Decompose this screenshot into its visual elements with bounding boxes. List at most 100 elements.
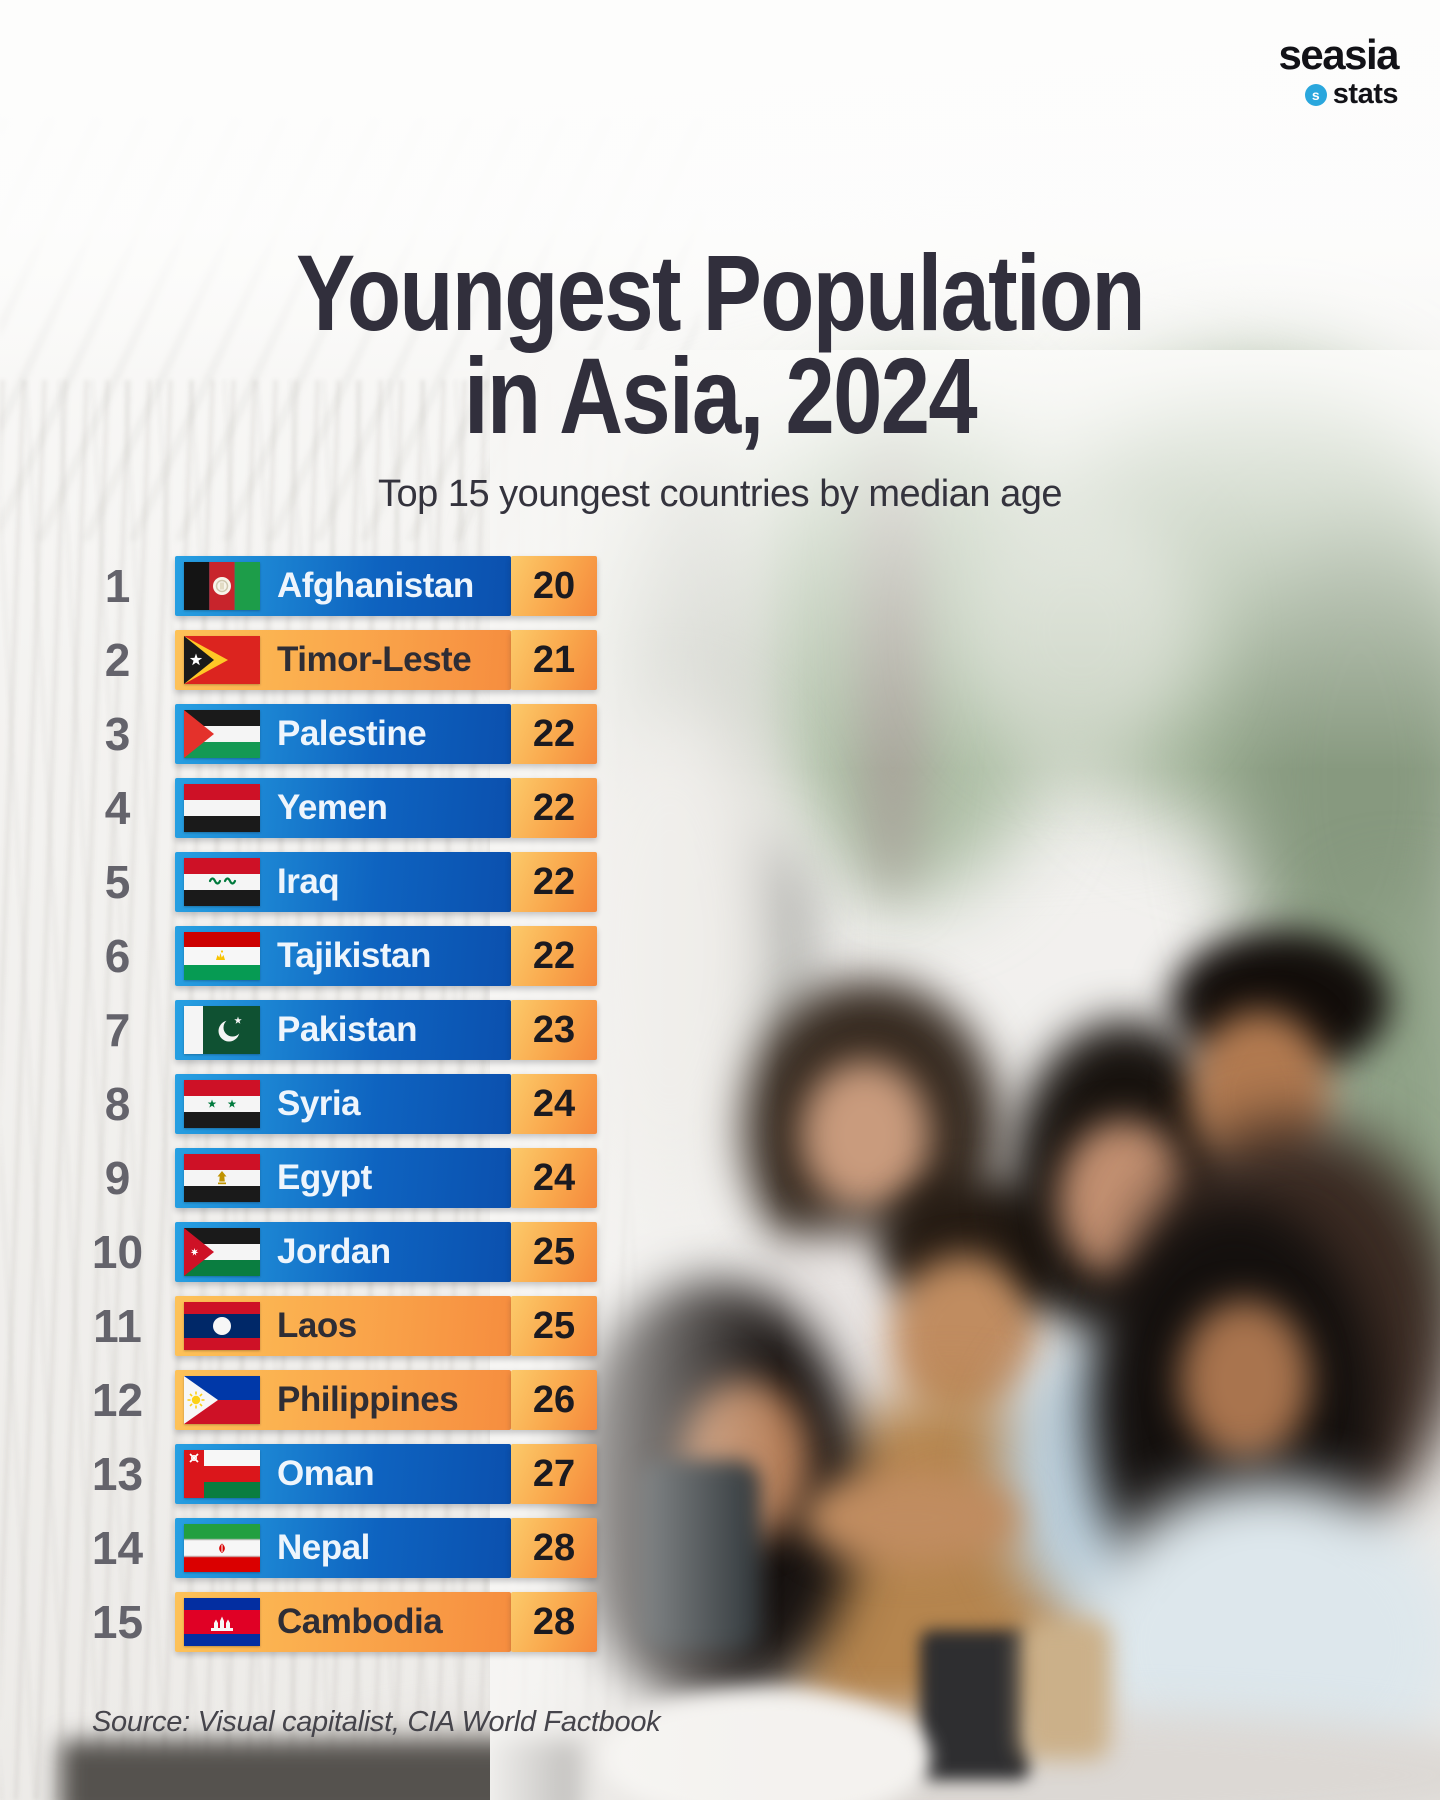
tajikistan-flag-icon <box>184 932 260 980</box>
country-row: 2 Timor-Leste 21 <box>60 630 680 690</box>
ranking-list: 1 Afghanistan 20 2 Timor-Leste 21 3 Palestine 22… <box>60 556 680 1666</box>
photo-blob <box>1020 1620 1110 1760</box>
country-row: 14 Nepal 28 <box>60 1518 680 1578</box>
yemen-flag-icon <box>184 784 260 832</box>
rank-label: 3 <box>104 708 131 760</box>
country-row: 12 Philippines 26 <box>60 1370 680 1430</box>
country-bar: Cambodia <box>175 1592 511 1652</box>
rank-label: 1 <box>104 560 131 612</box>
median-age-value: 24 <box>511 1074 597 1134</box>
country-row: 7 Pakistan 23 <box>60 1000 680 1060</box>
country-row: 4 Yemen 22 <box>60 778 680 838</box>
country-bar: Laos <box>175 1296 511 1356</box>
country-row: 13 Oman 27 <box>60 1444 680 1504</box>
rank-label: 9 <box>104 1152 131 1204</box>
rank-label: 6 <box>104 930 131 982</box>
seasia-stats-globe-icon: s <box>1304 83 1327 106</box>
country-row: 6 Tajikistan 22 <box>60 926 680 986</box>
rank-label: 11 <box>93 1300 142 1352</box>
country-label: Oman <box>277 1454 375 1493</box>
header: Youngest Population in Asia, 2024 Top 15… <box>0 232 1440 516</box>
country-row: 9 Egypt 24 <box>60 1148 680 1208</box>
country-label: Afghanistan <box>277 566 474 605</box>
country-row: 1 Afghanistan 20 <box>60 556 680 616</box>
country-label: Jordan <box>277 1232 391 1271</box>
country-label: Egypt <box>277 1158 372 1197</box>
median-age-value: 22 <box>511 926 597 986</box>
median-age-value: 25 <box>511 1296 597 1356</box>
median-age-value: 20 <box>511 556 597 616</box>
median-age-value: 25 <box>511 1222 597 1282</box>
country-bar: Oman <box>175 1444 511 1504</box>
photo-blob <box>800 1470 1020 1565</box>
seasia-stats-logo: seasia s stats <box>1278 31 1400 111</box>
timor-leste-flag-icon <box>184 636 260 684</box>
logo-subbrand-text: stats <box>1332 78 1399 110</box>
country-label: Laos <box>277 1306 357 1345</box>
median-age-value: 26 <box>511 1370 597 1430</box>
rank-label: 7 <box>104 1004 131 1056</box>
pakistan-flag-icon <box>184 1006 260 1054</box>
rank-label: 12 <box>91 1374 144 1426</box>
rank-label: 2 <box>104 634 131 686</box>
country-bar: Nepal <box>175 1518 511 1578</box>
rank-label: 15 <box>91 1596 144 1648</box>
median-age-value: 23 <box>511 1000 597 1060</box>
oman-flag-icon <box>184 1450 260 1498</box>
egypt-flag-icon <box>184 1154 260 1202</box>
country-row: 11 Laos 25 <box>60 1296 680 1356</box>
syria-flag-icon <box>184 1080 260 1128</box>
country-label: Tajikistan <box>277 936 431 975</box>
country-bar: Yemen <box>175 778 511 838</box>
country-row: 3 Palestine 22 <box>60 704 680 764</box>
rank-label: 10 <box>91 1226 144 1278</box>
rank-label: 8 <box>104 1078 131 1130</box>
country-label: Timor-Leste <box>277 640 472 679</box>
median-age-value: 28 <box>511 1592 597 1652</box>
iran-flag-icon <box>184 1524 260 1572</box>
country-bar: Syria <box>175 1074 511 1134</box>
source-note: Source: Visual capitalist, CIA World Fac… <box>92 1706 661 1738</box>
afghanistan-flag-icon <box>184 562 260 610</box>
country-row: 15 Cambodia 28 <box>60 1592 680 1652</box>
country-label: Yemen <box>277 788 388 827</box>
country-row: 10 Jordan 25 <box>60 1222 680 1282</box>
country-label: Cambodia <box>277 1602 443 1641</box>
country-bar: Afghanistan <box>175 556 511 616</box>
logo-brand-text: seasia <box>1278 31 1400 78</box>
iraq-flag-icon <box>184 858 260 906</box>
country-row: 5 Iraq 22 <box>60 852 680 912</box>
country-row: 8 Syria 24 <box>60 1074 680 1134</box>
country-label: Pakistan <box>277 1010 417 1049</box>
rank-label: 13 <box>91 1448 144 1500</box>
country-label: Philippines <box>277 1380 459 1419</box>
median-age-value: 21 <box>511 630 597 690</box>
median-age-value: 24 <box>511 1148 597 1208</box>
median-age-value: 22 <box>511 778 597 838</box>
median-age-value: 28 <box>511 1518 597 1578</box>
page-subtitle: Top 15 youngest countries by median age <box>378 473 1062 516</box>
photo-blob <box>800 1060 930 1210</box>
country-bar: Jordan <box>175 1222 511 1282</box>
page-title-line2: in Asia, 2024 <box>464 334 978 456</box>
country-label: Nepal <box>277 1528 370 1567</box>
median-age-value: 22 <box>511 704 597 764</box>
country-bar: Tajikistan <box>175 926 511 986</box>
country-bar: Iraq <box>175 852 511 912</box>
country-bar: Egypt <box>175 1148 511 1208</box>
country-bar: Palestine <box>175 704 511 764</box>
country-label: Palestine <box>277 714 427 753</box>
country-label: Iraq <box>277 862 340 901</box>
philippines-flag-icon <box>184 1376 260 1424</box>
palestine-flag-icon <box>184 710 260 758</box>
country-bar: Philippines <box>175 1370 511 1430</box>
page-title-line1: Youngest Population <box>296 232 1145 353</box>
rank-label: 5 <box>104 856 131 908</box>
rank-label: 4 <box>104 782 131 834</box>
jordan-flag-icon <box>184 1228 260 1276</box>
photo-blob <box>920 1630 1030 1780</box>
median-age-value: 27 <box>511 1444 597 1504</box>
photo-blob <box>1180 1300 1310 1460</box>
cambodia-flag-icon <box>184 1598 260 1646</box>
